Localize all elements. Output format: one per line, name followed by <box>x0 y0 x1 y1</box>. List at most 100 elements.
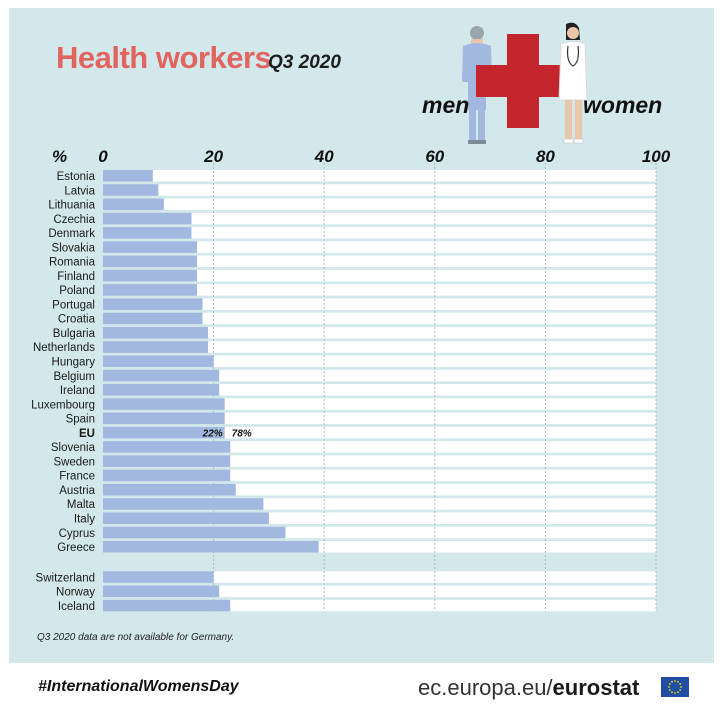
category-label-czechia: Czechia <box>53 214 95 226</box>
bar-women-latvia <box>158 184 657 196</box>
bar-women-cyprus <box>285 526 656 539</box>
category-label-ireland: Ireland <box>60 385 95 397</box>
x-tick-label-100: 100 <box>642 147 671 166</box>
bar-men-croatia <box>103 312 203 325</box>
bar-men-slovenia <box>103 441 231 453</box>
source-credit: ec.europa.eu/eurostat <box>418 675 639 701</box>
bar-women-sweden <box>230 455 656 467</box>
annotation-men-eu: 22% <box>202 428 223 439</box>
bar-men-iceland <box>103 599 231 612</box>
bar-women-estonia <box>152 170 656 182</box>
female-doctor-icon <box>558 22 588 144</box>
category-label-hungary: Hungary <box>52 357 96 369</box>
source-domain: ec.europa.eu/ <box>418 675 553 700</box>
bar-women-luxembourg <box>224 398 656 410</box>
category-label-greece: Greece <box>57 542 95 554</box>
category-label-sweden: Sweden <box>53 456 95 468</box>
bar-women-hungary <box>213 355 656 368</box>
bar-men-lithuania <box>103 198 164 211</box>
bar-women-czechia <box>191 212 657 225</box>
bar-women-croatia <box>202 312 657 325</box>
category-label-bulgaria: Bulgaria <box>53 328 96 340</box>
bar-men-estonia <box>103 170 153 182</box>
red-cross-icon <box>476 34 570 128</box>
legend-men: men <box>422 92 470 118</box>
bar-men-eu <box>103 426 225 439</box>
bar-women-denmark <box>191 227 657 239</box>
x-tick-label-20: 20 <box>203 147 223 166</box>
category-label-iceland: Iceland <box>58 601 95 613</box>
bar-women-slovakia <box>197 241 656 253</box>
bar-men-netherlands <box>103 341 209 353</box>
x-tick-label-40: 40 <box>314 147 334 166</box>
category-label-spain: Spain <box>66 414 95 426</box>
bar-men-sweden <box>103 455 231 467</box>
category-label-estonia: Estonia <box>57 171 96 183</box>
bar-men-hungary <box>103 355 214 368</box>
bar-women-greece <box>318 541 656 553</box>
bar-men-ireland <box>103 384 220 396</box>
bar-women-switzerland <box>213 571 656 583</box>
hashtag: #InternationalWomensDay <box>38 678 239 695</box>
category-label-malta: Malta <box>67 499 96 511</box>
bar-men-italy <box>103 512 269 524</box>
bar-men-switzerland <box>103 571 214 583</box>
bar-men-luxembourg <box>103 398 225 410</box>
bar-men-latvia <box>103 184 159 196</box>
bar-men-spain <box>103 412 225 425</box>
category-label-slovakia: Slovakia <box>52 242 96 254</box>
category-label-romania: Romania <box>49 257 96 269</box>
bar-women-finland <box>197 269 656 282</box>
bar-men-greece <box>103 541 319 553</box>
bar-women-austria <box>235 483 656 496</box>
annotation-women-eu: 78% <box>232 428 252 439</box>
bar-women-netherlands <box>208 341 656 353</box>
bar-women-belgium <box>219 369 656 382</box>
bar-women-italy <box>268 512 656 524</box>
bar-women-slovenia <box>230 441 656 453</box>
bar-men-romania <box>103 255 198 268</box>
source-brand: eurostat <box>552 675 640 700</box>
bar-women-poland <box>197 284 656 296</box>
bar-women-norway <box>219 585 656 598</box>
bar-men-france <box>103 469 231 482</box>
bar-women-iceland <box>230 599 656 612</box>
unit-label: % <box>52 147 67 166</box>
bar-chart: 0 20 40 60 80 100% Estonia Latvia Lithuania Czech… <box>31 147 671 613</box>
category-label-lithuania: Lithuania <box>48 200 95 212</box>
x-tick-label-0: 0 <box>98 147 108 166</box>
category-label-italy: Italy <box>74 513 95 525</box>
category-label-croatia: Croatia <box>58 314 96 326</box>
bar-men-austria <box>103 483 236 496</box>
bar-women-lithuania <box>163 198 656 211</box>
bar-men-belgium <box>103 369 220 382</box>
bar-men-malta <box>103 498 264 510</box>
bar-women-france <box>230 469 656 482</box>
bar-women-spain <box>224 412 656 425</box>
bar-women-romania <box>197 255 656 268</box>
bar-men-finland <box>103 269 198 282</box>
category-label-belgium: Belgium <box>53 371 95 383</box>
category-label-france: France <box>59 471 95 483</box>
category-label-slovenia: Slovenia <box>51 442 96 454</box>
bar-men-czechia <box>103 212 192 225</box>
bar-women-portugal <box>202 298 657 310</box>
bar-women-malta <box>263 498 656 510</box>
bar-women-ireland <box>219 384 656 396</box>
health-workers-illustration <box>462 22 588 144</box>
category-label-latvia: Latvia <box>64 185 95 197</box>
footnote: Q3 2020 data are not available for Germa… <box>37 632 235 643</box>
category-label-poland: Poland <box>59 285 95 297</box>
bar-women-bulgaria <box>208 326 656 339</box>
bar-men-norway <box>103 585 220 598</box>
category-label-portugal: Portugal <box>52 299 95 311</box>
chart-subtitle: Q3 2020 <box>268 52 341 73</box>
bar-men-denmark <box>103 227 192 239</box>
bar-men-poland <box>103 284 198 296</box>
bar-women-eu <box>224 426 656 439</box>
bar-men-portugal <box>103 298 203 310</box>
category-label-switzerland: Switzerland <box>36 572 95 584</box>
category-label-austria: Austria <box>59 485 95 497</box>
x-tick-label-60: 60 <box>425 147 444 166</box>
bar-men-cyprus <box>103 526 286 539</box>
